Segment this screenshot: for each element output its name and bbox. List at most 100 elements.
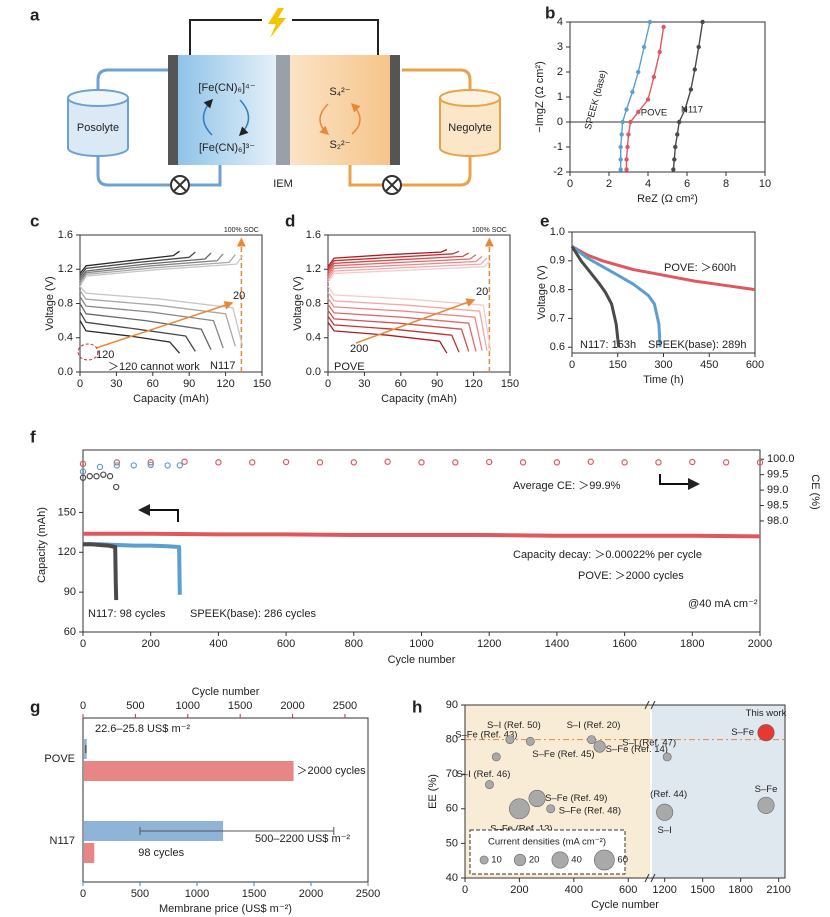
panel-label: f <box>30 427 36 446</box>
x-tick-label: 0 <box>462 884 468 896</box>
ce-marker <box>621 459 628 466</box>
panel-label: h <box>412 697 422 716</box>
arrow <box>319 103 330 135</box>
lightning <box>268 8 286 38</box>
ce-marker <box>79 460 87 468</box>
annotation: Average CE: ＞99.9% <box>513 480 621 492</box>
x-tick-label: 8 <box>723 178 729 190</box>
y-tick-label: 4 <box>557 16 563 28</box>
point-label: S–I (Ref. 50) <box>487 720 541 731</box>
x-tick-label: 0 <box>80 888 86 900</box>
x-axis-label: Cycle number <box>388 654 456 666</box>
x-axis-label: Capacity (mAh) <box>381 393 457 405</box>
pipe <box>348 148 472 187</box>
bubble <box>509 798 530 820</box>
x-tick-label: 450 <box>700 359 718 371</box>
plot-frame <box>82 717 369 883</box>
ce-marker <box>655 459 662 466</box>
point-label: S–Fe <box>731 727 754 738</box>
ce-marker <box>86 473 93 480</box>
bubble <box>757 724 775 742</box>
annotation: 20 <box>233 290 245 302</box>
series-line <box>327 257 488 280</box>
y-tick-label: 90 <box>446 699 458 711</box>
point-label: S–Fe (Ref. 49) <box>545 793 607 804</box>
legend-label: 40 <box>571 855 582 866</box>
x-tick-label: 2 <box>606 178 612 190</box>
capacity-line <box>83 542 119 601</box>
marker <box>696 44 701 50</box>
ce-marker <box>519 459 527 466</box>
annotation: SPEEK(base): 286 cycles <box>190 608 316 620</box>
bubble <box>528 789 546 807</box>
arrow <box>202 98 214 136</box>
marker <box>688 87 694 92</box>
x-tick-label: 1200 <box>652 884 676 896</box>
x-tick-label: 1800 <box>728 884 752 896</box>
point-label: (Ref. 44) <box>650 789 687 800</box>
ce-marker <box>96 463 104 471</box>
marker <box>628 119 633 125</box>
marker <box>624 107 629 112</box>
marker <box>700 19 705 25</box>
pump <box>385 178 399 192</box>
ce-marker <box>130 462 137 469</box>
marker <box>619 132 624 137</box>
bubble <box>491 752 501 762</box>
series-line <box>327 315 460 353</box>
x-tick-label: 200 <box>510 884 528 896</box>
y-tick-label: 90 <box>64 586 76 598</box>
ce-marker <box>164 462 171 469</box>
ce-marker <box>486 458 493 466</box>
plot-frame <box>82 449 761 633</box>
legend-label: 20 <box>529 855 540 866</box>
y-tick-label: 3 <box>557 41 563 53</box>
trend-arrow <box>95 301 234 349</box>
x-tick-label: 600 <box>277 638 295 650</box>
annotation: @40 mA cm⁻² <box>688 598 758 610</box>
bubble <box>593 740 606 753</box>
point-label: S–Fe <box>755 784 778 795</box>
bubble <box>525 736 535 746</box>
ce-marker <box>112 483 120 491</box>
x-tick-label: 600 <box>746 359 764 371</box>
ce-marker <box>249 459 256 466</box>
chamber <box>178 55 276 165</box>
y-tick-label: 99.0 <box>767 484 788 496</box>
electrode <box>168 55 178 165</box>
x-tick-label: 1800 <box>680 638 704 650</box>
series-line <box>327 310 470 352</box>
species: S₂²⁻ <box>329 139 350 151</box>
y-tick-label: 70 <box>446 768 458 780</box>
x-axis-label: Membrane price (US$ m⁻²) <box>159 903 292 915</box>
y-tick-label: 2 <box>557 66 563 78</box>
x2-axis-label: Cycle number <box>192 686 260 698</box>
x-tick-label: 200 <box>142 638 160 650</box>
legend-bubble <box>479 855 489 865</box>
x-tick-label: 1000 <box>409 638 433 650</box>
ce-marker <box>452 459 459 466</box>
x-axis-label: Time (h) <box>643 374 684 386</box>
series-line <box>327 250 460 270</box>
bubble <box>662 752 672 762</box>
ce-marker <box>350 459 357 466</box>
annotation: POVE: ＞2000 cycles <box>578 570 684 582</box>
ce-marker <box>100 471 107 478</box>
annotation: N117 <box>210 360 235 372</box>
y-tick-label: -1 <box>553 141 563 153</box>
tank <box>67 98 129 157</box>
wire <box>189 19 379 55</box>
y-tick-label: 0.8 <box>306 297 321 309</box>
x-tick-label: 0 <box>567 178 573 190</box>
ce-marker <box>113 462 121 469</box>
x-tick-label: 150 <box>501 378 519 390</box>
plot-frame <box>571 231 756 354</box>
y-axis-label: Voltage (V) <box>292 276 304 330</box>
annotation: 120 <box>96 349 114 361</box>
x-tick-label: 90 <box>183 378 195 390</box>
x-tick-label: 800 <box>345 638 363 650</box>
annotation: 100% SOC <box>224 227 259 234</box>
x-tick-label: 0 <box>325 378 331 390</box>
marker <box>626 132 631 137</box>
